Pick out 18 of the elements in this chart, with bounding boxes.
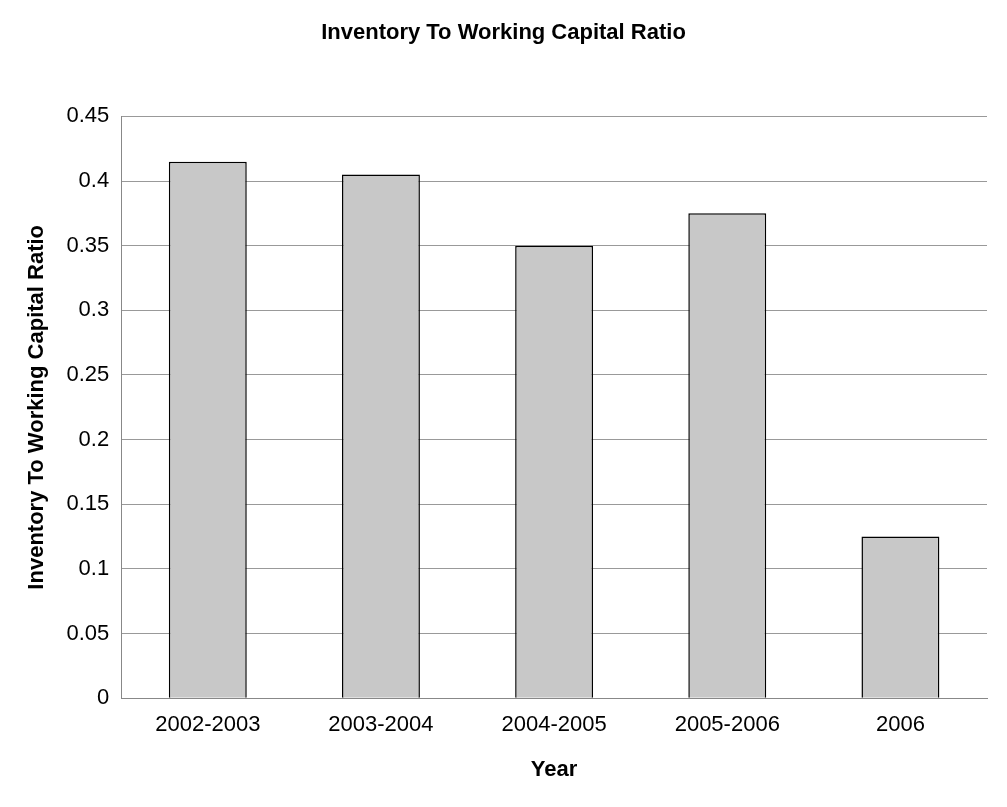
x-tick-label: 2002-2003 [155,711,261,737]
y-tick-label: 0.4 [78,167,110,193]
y-tick-label: 0.2 [78,425,110,451]
y-tick-label: 0 [96,684,110,710]
x-tick-label: 2004-2005 [501,711,607,737]
x-tick-label: 2005-2006 [674,711,780,737]
y-tick-label: 0.45 [66,102,110,128]
y-tick-label: 0.3 [78,296,110,322]
y-tick-label: 0.25 [66,361,110,387]
chart-title: Inventory To Working Capital Ratio [321,19,686,45]
x-axis-title: Year [530,755,578,781]
y-tick-label: 0.15 [66,490,110,516]
x-tick-label: 2006 [875,711,925,737]
y-axis-title: Inventory To Working Capital Ratio [23,224,49,590]
x-tick-label: 2003-2004 [328,711,434,737]
y-tick-label: 0.05 [66,619,110,645]
y-tick-label: 0.1 [78,554,110,580]
y-tick-label: 0.35 [66,231,110,257]
